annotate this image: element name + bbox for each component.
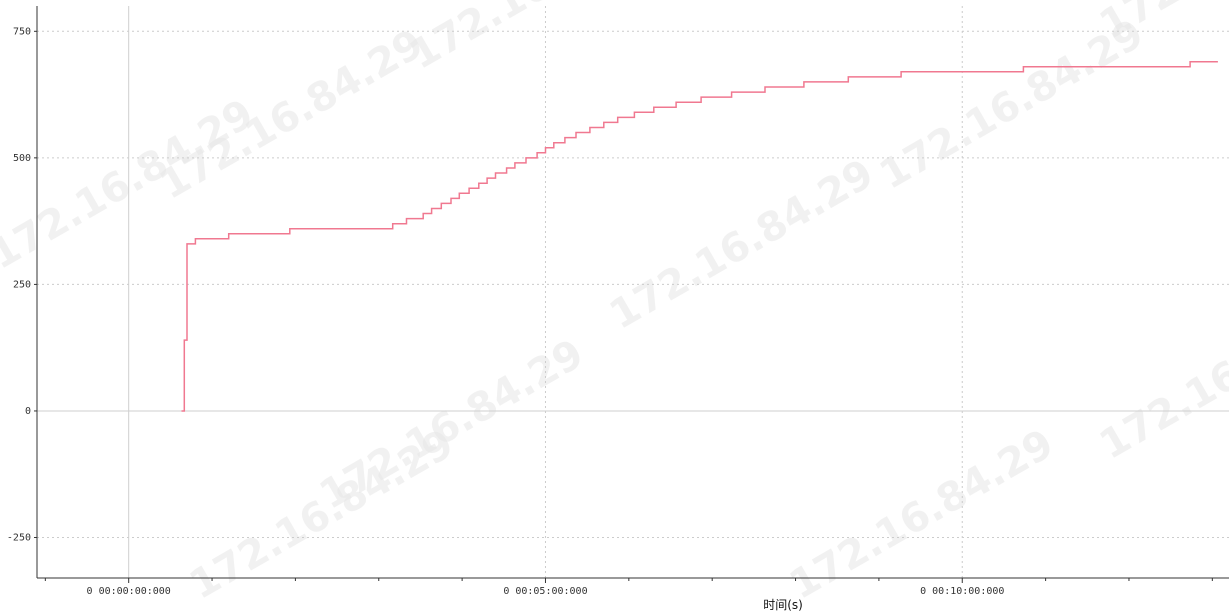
y-tick-label: 0 [25,406,31,417]
watermark-text: 172.16.84.29 [1092,281,1229,469]
x-tick-label: 0 00:05:00:000 [503,586,587,597]
y-axis-ticks: 750 500 250 0 -250 [7,26,37,544]
x-axis-ticks: 0 00:00:00:000 0 00:05:00:000 0 00:10:00:0… [44,578,1213,597]
watermark-text: 172.16.84.29 [602,151,881,339]
y-tick-label: -250 [7,533,31,544]
series-layer [181,60,1218,412]
axes [36,6,1229,579]
watermark-text: 172.16.84.29 [152,21,431,209]
watermark-text: 172.16.84.29 [0,91,261,279]
grid-lines [37,6,1229,578]
x-tick-label: 0 00:00:00:000 [87,586,171,597]
series-line [181,60,1218,412]
watermark-text: 172.16.84.29 [182,421,461,609]
y-tick-label: 750 [13,26,31,37]
watermark-text: 172.16.84.29 [782,421,1061,609]
watermark-text: 172.16.84.29 [402,0,681,79]
y-tick-label: 250 [13,279,31,290]
watermark-text: 172.16.84.29 [1092,0,1229,49]
x-tick-label: 0 00:10:00:000 [920,586,1004,597]
y-tick-label: 500 [13,153,31,164]
x-axis-title: 时间(s) [763,598,803,612]
